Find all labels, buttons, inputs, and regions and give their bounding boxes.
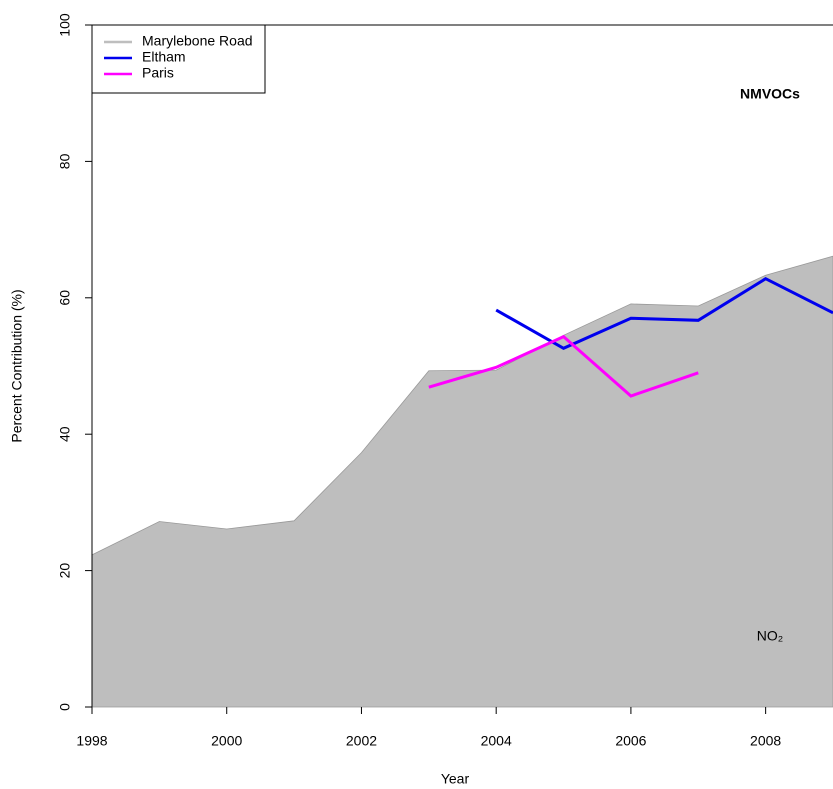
y-tick-label: 100 [57,13,73,37]
y-tick-label: 20 [57,563,73,579]
x-tick-label: 2006 [615,733,646,749]
y-tick-label: 40 [57,426,73,442]
legend-label: Paris [142,65,174,81]
y-tick-label: 0 [57,703,73,711]
area [91,255,833,708]
y-tick-label: 80 [57,153,73,169]
annotation: NO₂ [757,628,783,644]
x-tick-label: 1998 [76,733,107,749]
y-axis-label: Percent Contribution (%) [9,289,25,442]
legend-label: Eltham [142,49,186,65]
x-tick-label: 2004 [481,733,512,749]
x-tick-label: 2002 [346,733,377,749]
y-tick-label: 60 [57,290,73,306]
x-tick-label: 2000 [211,733,242,749]
x-tick-label: 2008 [750,733,781,749]
legend-label: Marylebone Road [142,33,253,49]
line [428,334,699,398]
x-axis-label: Year [441,771,470,787]
annotation: NMVOCs [740,86,800,102]
